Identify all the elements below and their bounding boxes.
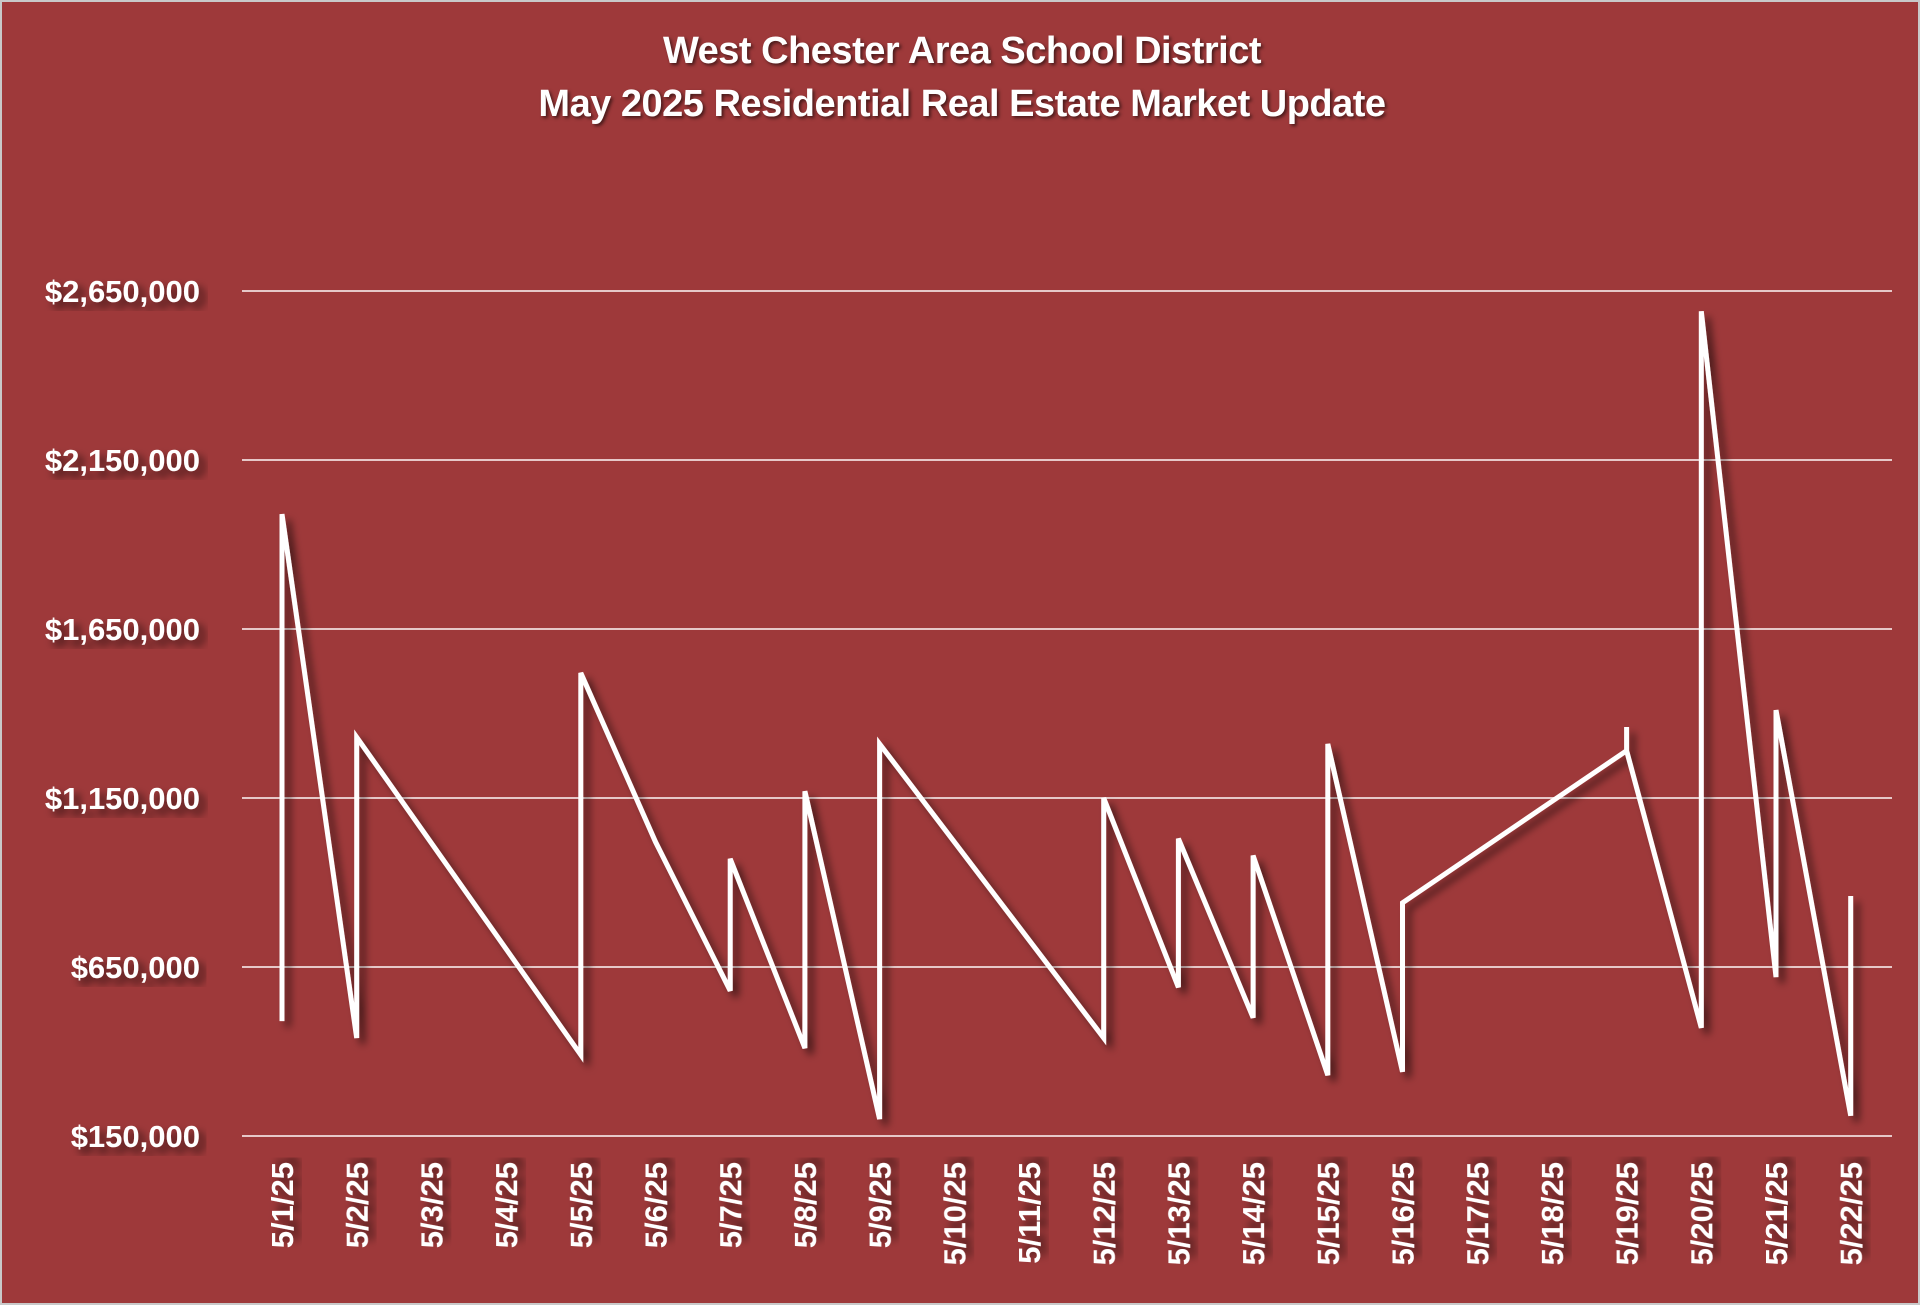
x-axis: 5/1/25 5/2/25 5/3/25 5/4/25 5/5/25 5/6/25 5/7/… [265,1162,1869,1265]
x-tick-label: 5/10/25 [937,1162,972,1265]
x-tick-label: 5/20/25 [1684,1162,1719,1265]
y-tick-label: $2,150,000 [45,443,200,478]
x-tick-label: 5/6/25 [639,1162,674,1248]
y-tick-label: $150,000 [71,1119,200,1154]
x-tick-label: 5/2/25 [340,1162,375,1248]
x-tick-label: 5/12/25 [1087,1162,1122,1265]
x-tick-label: 5/9/25 [863,1162,898,1248]
x-tick-label: 5/19/25 [1610,1162,1645,1265]
y-tick-label: $650,000 [71,950,200,985]
series-price [279,311,1854,1120]
x-tick-label: 5/13/25 [1161,1162,1196,1265]
x-tick-label: 5/4/25 [489,1162,524,1248]
x-tick-label: 5/8/25 [788,1162,823,1248]
series-line [279,311,1854,1120]
x-tick-label: 5/14/25 [1236,1162,1271,1265]
x-tick-label: 5/1/25 [265,1162,300,1248]
x-tick-label: 5/22/25 [1834,1162,1869,1265]
x-tick-label: 5/11/25 [1012,1162,1047,1264]
y-tick-label: $1,650,000 [45,612,200,647]
x-tick-label: 5/3/25 [414,1162,449,1248]
y-tick-label: $2,650,000 [45,274,200,309]
gridlines [242,290,1892,1137]
y-tick-label: $1,150,000 [45,781,200,816]
y-axis: $150,000 $650,000 $1,150,000 $1,650,000 $2,1… [45,274,200,1154]
x-tick-label: 5/21/25 [1759,1162,1794,1265]
x-tick-label: 5/16/25 [1386,1162,1421,1265]
x-tick-label: 5/17/25 [1460,1162,1495,1265]
chart-title: West Chester Area School District [662,30,1262,72]
chart-subtitle: May 2025 Residential Real Estate Market … [538,83,1386,125]
x-tick-label: 5/7/25 [713,1162,748,1248]
x-tick-label: 5/5/25 [564,1162,599,1248]
x-tick-label: 5/15/25 [1311,1162,1346,1265]
x-tick-label: 5/18/25 [1535,1162,1570,1265]
